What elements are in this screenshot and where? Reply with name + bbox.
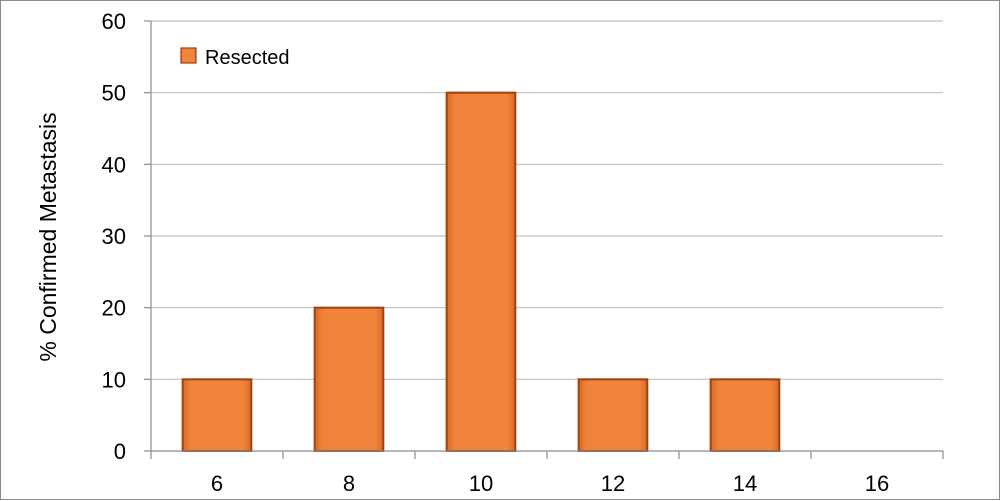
x-tick-label-16: 16 [865,471,889,496]
y-tick-label-30: 30 [102,224,126,249]
x-tick-label-12: 12 [601,471,625,496]
x-tick-label-6: 6 [211,471,223,496]
bar-8 [313,306,385,452]
axes [144,20,944,459]
bars [181,91,781,453]
y-axis-title: % Confirmed Metastasis [35,112,61,361]
bar-14 [709,378,781,453]
x-tick-label-8: 8 [343,471,355,496]
y-tick-label-20: 20 [102,296,126,321]
legend: Resected [180,47,290,69]
bar-10 [445,91,517,453]
tick-labels: 0 10 20 30 40 50 60 6 8 10 12 14 16 [102,9,890,496]
bar-12 [577,378,649,453]
x-tick-label-10: 10 [469,471,493,496]
legend-label-resected: Resected [205,47,290,69]
bar-6 [181,378,253,453]
y-tick-label-10: 10 [102,367,126,392]
legend-swatch [180,47,197,64]
y-tick-label-0: 0 [114,439,126,464]
y-tick-label-60: 60 [102,9,126,34]
y-tick-label-40: 40 [102,152,126,177]
x-tick-label-14: 14 [733,471,757,496]
y-tick-label-50: 50 [102,81,126,106]
gridlines [151,20,943,380]
